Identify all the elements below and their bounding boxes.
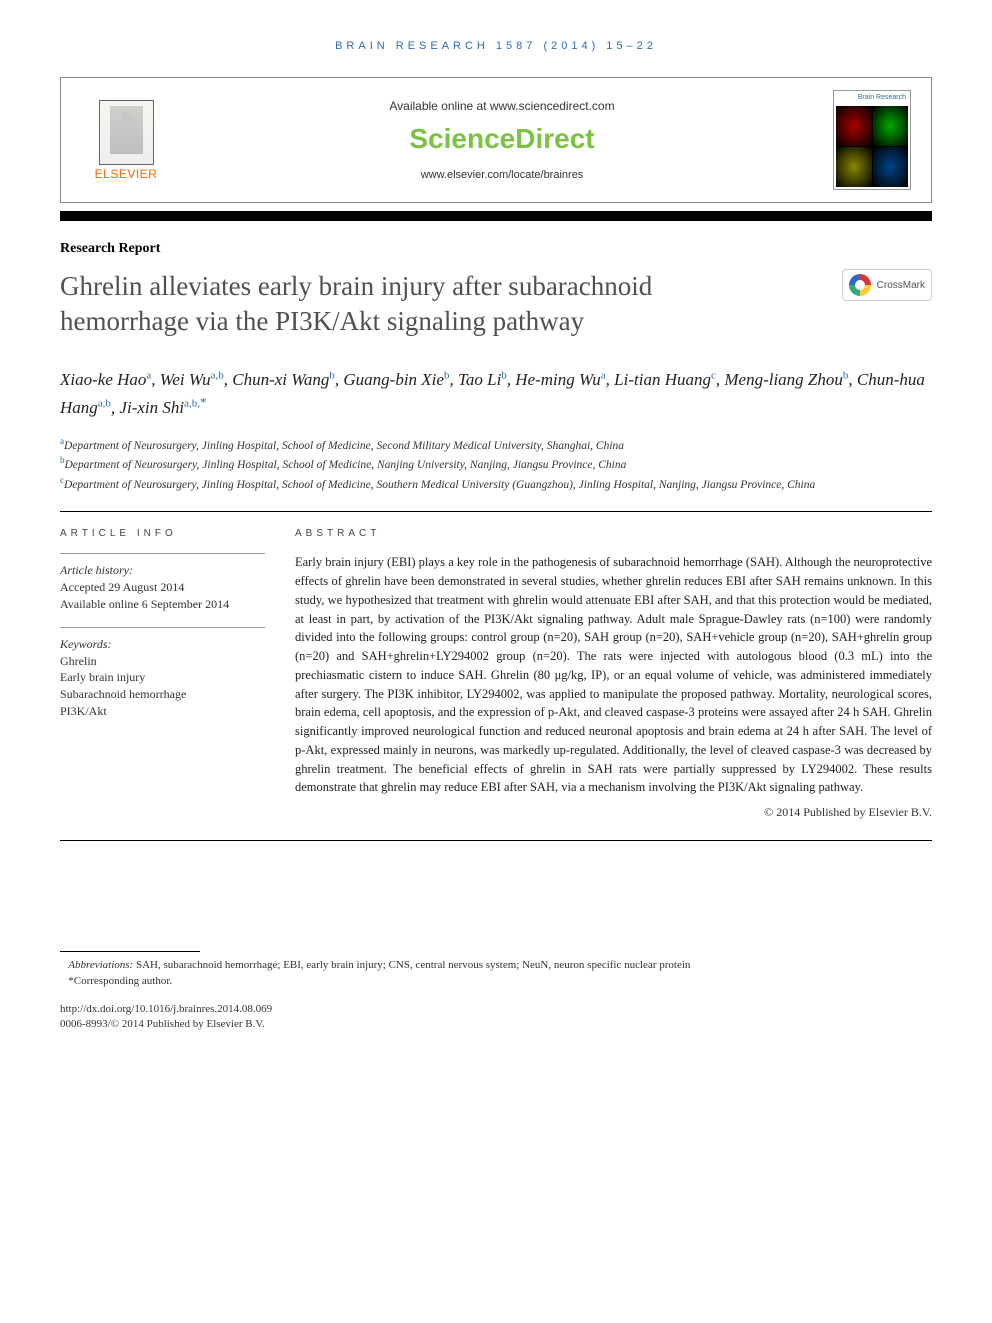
journal-cover-thumbnail: Brain Research	[833, 90, 911, 190]
accepted-date: Accepted 29 August 2014	[60, 579, 265, 596]
article-title: Ghrelin alleviates early brain injury af…	[60, 269, 780, 339]
author: Wei Wua,b	[160, 370, 224, 389]
abbreviations-line: Abbreviations: SAH, subarachnoid hemorrh…	[60, 958, 932, 974]
corresponding-author-note: *Corresponding author.	[60, 974, 932, 990]
cover-journal-name: Brain Research	[834, 91, 910, 104]
keywords-block: Keywords:GhrelinEarly brain injurySubara…	[60, 627, 265, 720]
article-info-column: article info Article history: Accepted 2…	[60, 528, 265, 820]
footnotes: Abbreviations: SAH, subarachnoid hemorrh…	[60, 958, 932, 990]
running-head: BRAIN RESEARCH 1587 (2014) 15–22	[60, 40, 932, 52]
author: Tao Lib	[458, 370, 507, 389]
keywords-label: Keywords:	[60, 636, 265, 653]
elsevier-tree-icon	[99, 100, 154, 165]
author: Meng-liang Zhoub	[724, 370, 848, 389]
sciencedirect-logo[interactable]: ScienceDirect	[171, 123, 833, 155]
author: Ji-xin Shia,b,*	[119, 398, 206, 417]
author: He-ming Wua	[515, 370, 605, 389]
available-online-line: Available online at www.sciencedirect.co…	[171, 99, 833, 113]
publisher-name: ELSEVIER	[95, 167, 158, 181]
abstract-heading: abstract	[295, 528, 932, 539]
footnote-rule	[60, 951, 200, 952]
abstract-column: abstract Early brain injury (EBI) plays …	[295, 528, 932, 820]
keyword: Ghrelin	[60, 653, 265, 670]
keyword: Early brain injury	[60, 669, 265, 686]
affiliation: bDepartment of Neurosurgery, Jinling Hos…	[60, 454, 932, 474]
article-type: Research Report	[60, 241, 932, 257]
abbreviations-text: SAH, subarachnoid hemorrhage; EBI, early…	[136, 959, 690, 971]
abstract-body: Early brain injury (EBI) plays a key rol…	[295, 553, 932, 797]
crossmark-icon	[849, 274, 871, 296]
author: Xiao-ke Haoa	[60, 370, 151, 389]
author-list: Xiao-ke Haoa, Wei Wua,b, Chun-xi Wangb, …	[60, 367, 932, 421]
journal-header: ELSEVIER Available online at www.science…	[60, 77, 932, 203]
abstract-copyright: © 2014 Published by Elsevier B.V.	[295, 805, 932, 820]
doi-url[interactable]: http://dx.doi.org/10.1016/j.brainres.201…	[60, 1002, 932, 1017]
publisher-logo-block: ELSEVIER	[81, 100, 171, 181]
journal-locate-url[interactable]: www.elsevier.com/locate/brainres	[171, 169, 833, 181]
author: Chun-xi Wangb	[232, 370, 335, 389]
history-label: Article history:	[60, 562, 265, 579]
crossmark-label: CrossMark	[877, 280, 925, 291]
author: Li-tian Huangc	[614, 370, 716, 389]
affiliation: aDepartment of Neurosurgery, Jinling Hos…	[60, 435, 932, 455]
section-rule-bottom	[60, 840, 932, 841]
affiliation-list: aDepartment of Neurosurgery, Jinling Hos…	[60, 435, 932, 494]
affiliation: cDepartment of Neurosurgery, Jinling Hos…	[60, 474, 932, 494]
cover-image-icon	[836, 106, 908, 187]
keyword: PI3K/Akt	[60, 703, 265, 720]
keyword: Subarachnoid hemorrhage	[60, 686, 265, 703]
issn-copyright-line: 0006-8993/© 2014 Published by Elsevier B…	[60, 1017, 932, 1032]
crossmark-badge[interactable]: CrossMark	[842, 269, 932, 301]
online-date: Available online 6 September 2014	[60, 596, 265, 613]
header-center: Available online at www.sciencedirect.co…	[171, 99, 833, 181]
header-rule	[60, 211, 932, 221]
doi-block: http://dx.doi.org/10.1016/j.brainres.201…	[60, 1002, 932, 1033]
abbreviations-label: Abbreviations:	[68, 959, 133, 971]
author: Guang-bin Xieb	[343, 370, 449, 389]
article-info-heading: article info	[60, 528, 265, 539]
article-history-block: Article history: Accepted 29 August 2014…	[60, 553, 265, 612]
section-rule-top	[60, 511, 932, 512]
